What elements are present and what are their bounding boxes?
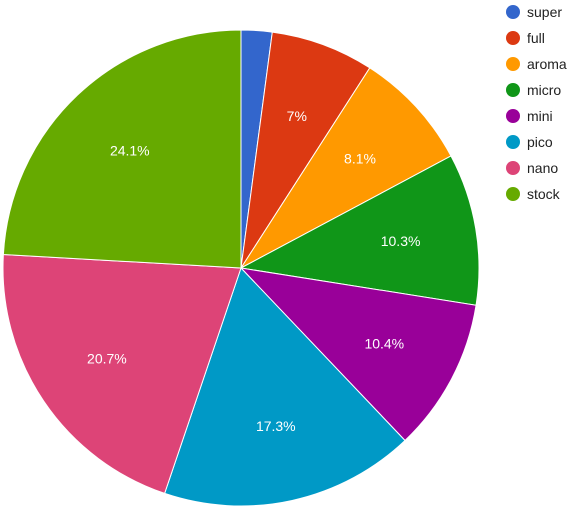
pie-slice-aroma[interactable] — [239, 67, 452, 270]
legend-item-nano[interactable]: nano — [506, 160, 558, 176]
slice-label-mini: 10.4% — [364, 335, 404, 351]
legend-marker-pico — [506, 135, 520, 149]
slice-label-aroma: 8.1% — [344, 150, 376, 166]
legend-marker-super — [506, 5, 520, 19]
legend-label-super: super — [527, 4, 562, 20]
pie-slice-full[interactable] — [240, 31, 371, 269]
legend-item-mini[interactable]: mini — [506, 108, 553, 124]
legend-marker-full — [506, 31, 520, 45]
slice-label-stock: 24.1% — [110, 142, 150, 158]
legend-item-stock[interactable]: stock — [506, 186, 561, 202]
legend-label-mini: mini — [527, 108, 553, 124]
slice-label-full: 7% — [287, 108, 307, 124]
legend: super full aroma micro mini pico nano stock — [506, 4, 567, 202]
legend-label-micro: micro — [527, 82, 561, 98]
legend-marker-aroma — [506, 57, 520, 71]
legend-label-stock: stock — [527, 186, 561, 202]
pie-slice-micro[interactable] — [239, 155, 480, 306]
pie-slice-mini[interactable] — [239, 267, 477, 442]
pie-slice-nano[interactable] — [2, 254, 242, 495]
legend-item-super[interactable]: super — [506, 4, 562, 20]
legend-marker-nano — [506, 161, 520, 175]
legend-item-aroma[interactable]: aroma — [506, 56, 567, 72]
legend-label-pico: pico — [527, 134, 553, 150]
pie-slice-stock[interactable] — [2, 29, 242, 269]
legend-item-pico[interactable]: pico — [506, 134, 553, 150]
pie-slice-pico[interactable] — [163, 267, 406, 507]
legend-marker-mini — [506, 109, 520, 123]
legend-label-full: full — [527, 30, 545, 46]
slice-label-micro: 10.3% — [381, 233, 421, 249]
legend-item-full[interactable]: full — [506, 30, 545, 46]
legend-marker-micro — [506, 83, 520, 97]
legend-item-micro[interactable]: micro — [506, 82, 561, 98]
slice-label-nano: 20.7% — [87, 351, 127, 367]
legend-label-aroma: aroma — [527, 56, 567, 72]
legend-marker-stock — [506, 187, 520, 201]
legend-label-nano: nano — [527, 160, 558, 176]
slice-labels: 7% 8.1% 10.3% 10.4% 17.3% 20.7% 24.1% — [87, 108, 420, 434]
slice-label-pico: 17.3% — [256, 418, 296, 434]
pie-slices — [2, 29, 480, 507]
